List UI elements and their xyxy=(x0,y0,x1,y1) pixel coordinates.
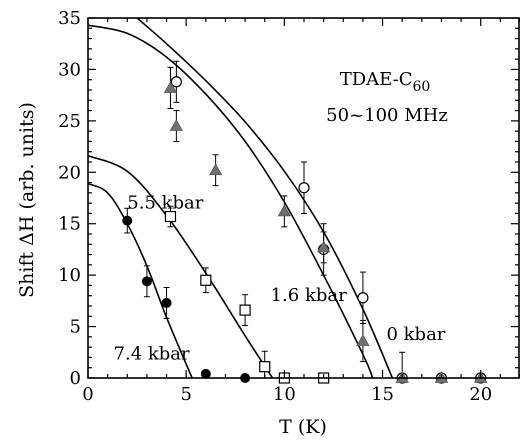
x-tick-label: 15 xyxy=(371,384,394,405)
frequency-annotation: 50~100 MHz xyxy=(326,105,448,126)
data-point xyxy=(200,368,211,379)
x-tick-label: 10 xyxy=(273,384,296,405)
series-label: 7.4 kbar xyxy=(114,343,191,364)
fit-curve xyxy=(136,17,394,379)
data-point xyxy=(239,304,251,316)
sample-annotation: TDAE-C60 xyxy=(340,69,431,95)
data-point xyxy=(356,334,370,346)
fit-curves xyxy=(87,17,394,379)
y-tick-label: 25 xyxy=(58,111,81,132)
axis-ticks xyxy=(87,17,520,379)
y-tick-label: 0 xyxy=(70,368,81,389)
tick-labels: 0 5 10 15 20 0 5 10 15 20 25 30 35 xyxy=(58,8,492,405)
data-point xyxy=(141,276,152,287)
data-point xyxy=(277,204,292,217)
data-point xyxy=(298,182,310,194)
fit-curve xyxy=(87,155,274,379)
data-point xyxy=(170,76,182,88)
data-point xyxy=(122,215,133,226)
data-point xyxy=(208,163,223,176)
y-tick-label: 20 xyxy=(58,162,81,183)
fit-curve xyxy=(87,24,374,379)
x-axis-label: T (K) xyxy=(279,416,327,438)
y-tick-label: 30 xyxy=(58,59,81,80)
x-tick-label: 20 xyxy=(469,384,492,405)
data-points xyxy=(122,60,488,384)
y-tick-label: 15 xyxy=(58,214,81,235)
series-label: 5.5 kbar xyxy=(127,192,204,213)
fit-curve xyxy=(87,182,193,379)
data-point xyxy=(164,210,177,223)
y-axis-label: Shift ΔH (arb. units) xyxy=(16,102,38,298)
series-label: 1.6 kbar xyxy=(271,285,348,306)
data-point xyxy=(357,292,369,304)
data-point xyxy=(161,297,172,308)
x-tick-label: 5 xyxy=(180,384,191,405)
x-tick-label: 0 xyxy=(82,384,93,405)
data-point xyxy=(200,274,212,286)
y-tick-label: 10 xyxy=(58,265,81,286)
y-tick-label: 5 xyxy=(70,317,81,338)
data-point xyxy=(316,240,331,253)
y-tick-label: 35 xyxy=(58,8,81,29)
series-label: 0 kbar xyxy=(386,324,445,345)
data-point xyxy=(163,81,178,93)
data-point xyxy=(259,361,271,373)
data-point xyxy=(169,119,184,131)
series-labels: 0 kbar 1.6 kbar 5.5 kbar 7.4 kbar xyxy=(114,192,446,364)
